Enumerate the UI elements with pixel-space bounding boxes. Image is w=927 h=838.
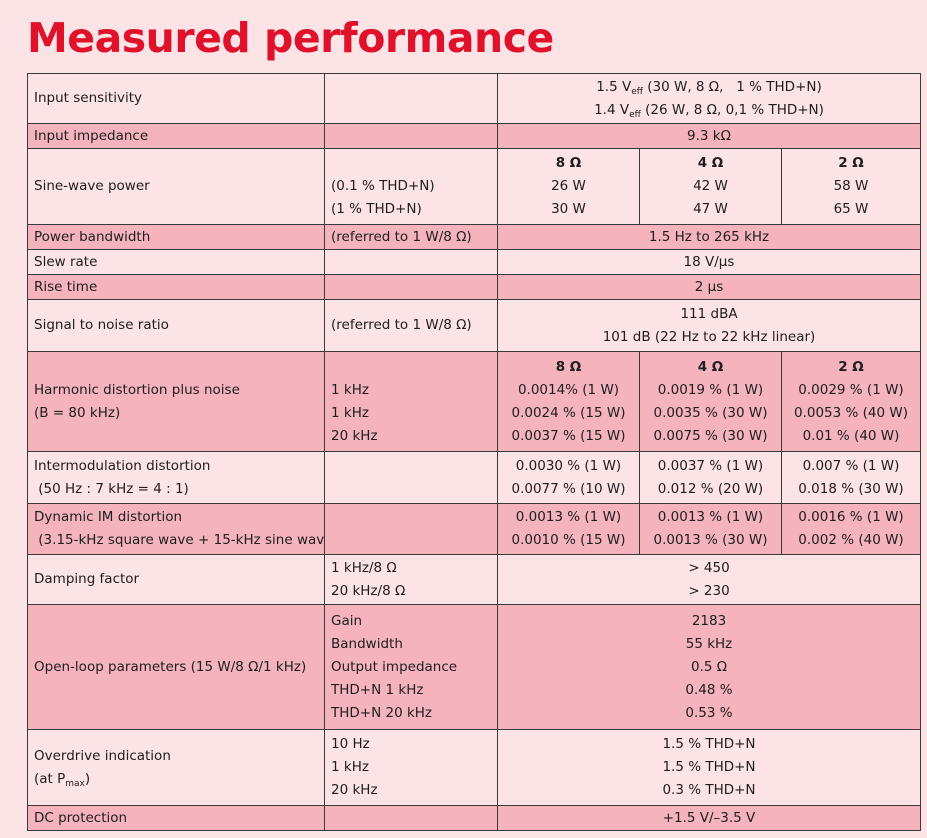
row-label: Power bandwidth bbox=[27, 224, 325, 250]
row-power-bandwidth: Power bandwidth (referred to 1 W/8 Ω) 1.… bbox=[27, 224, 921, 250]
value-8-ohm: 0.0030 % (1 W) 0.0077 % (10 W) bbox=[497, 451, 640, 504]
row-value: 2183 55 kHz 0.5 Ω 0.48 % 0.53 % bbox=[497, 604, 921, 730]
row-value: 2 µs bbox=[497, 274, 921, 300]
row-slew-rate: Slew rate 18 V/µs bbox=[27, 249, 921, 275]
row-label: Intermodulation distortion (50 Hz : 7 kH… bbox=[27, 451, 325, 504]
row-value: 1.5 % THD+N 1.5 % THD+N 0.3 % THD+N bbox=[497, 729, 921, 806]
page-title: Measured performance bbox=[27, 14, 554, 62]
row-label: Rise time bbox=[27, 274, 325, 300]
row-label: Slew rate bbox=[27, 249, 325, 275]
value-2-ohm: 0.0016 % (1 W) 0.002 % (40 W) bbox=[781, 503, 921, 555]
row-open-loop: Open-loop parameters (15 W/8 Ω/1 kHz) Ga… bbox=[27, 604, 921, 730]
row-input-impedance: Input impedance 9.3 kΩ bbox=[27, 123, 921, 149]
value-4-ohm: 4 Ω 42 W 47 W bbox=[639, 148, 782, 225]
row-conditions: (referred to 1 W/8 Ω) bbox=[324, 224, 498, 250]
row-signal-to-noise: Signal to noise ratio (referred to 1 W/8… bbox=[27, 299, 921, 352]
row-rise-time: Rise time 2 µs bbox=[27, 274, 921, 300]
row-value: 1.5 Hz to 265 kHz bbox=[497, 224, 921, 250]
row-label: Open-loop parameters (15 W/8 Ω/1 kHz) bbox=[27, 604, 325, 730]
row-value: 1.5 Veff (30 W, 8 Ω, 1 % THD+N) 1.4 Veff… bbox=[497, 73, 921, 124]
row-conditions: 1 kHz/8 Ω 20 kHz/8 Ω bbox=[324, 554, 498, 605]
value-8-ohm: 8 Ω 0.0014% (1 W) 0.0024 % (15 W) 0.0037… bbox=[497, 351, 640, 452]
row-intermodulation: Intermodulation distortion (50 Hz : 7 kH… bbox=[27, 451, 921, 504]
value-4-ohm: 4 Ω 0.0019 % (1 W) 0.0035 % (30 W) 0.007… bbox=[639, 351, 782, 452]
row-sine-wave-power: Sine-wave power (0.1 % THD+N) (1 % THD+N… bbox=[27, 148, 921, 225]
row-label: Damping factor bbox=[27, 554, 325, 605]
row-value: 18 V/µs bbox=[497, 249, 921, 275]
row-conditions: (referred to 1 W/8 Ω) bbox=[324, 299, 498, 352]
row-label: DC protection bbox=[27, 805, 325, 831]
row-label: Input sensitivity bbox=[27, 73, 325, 124]
row-value: +1.5 V/–3.5 V bbox=[497, 805, 921, 831]
value-4-ohm: 0.0037 % (1 W) 0.012 % (20 W) bbox=[639, 451, 782, 504]
performance-table: Input sensitivity 1.5 Veff (30 W, 8 Ω, 1… bbox=[27, 73, 921, 831]
value-8-ohm: 0.0013 % (1 W) 0.0010 % (15 W) bbox=[497, 503, 640, 555]
row-overdrive: Overdrive indication (at Pmax) 10 Hz 1 k… bbox=[27, 729, 921, 806]
row-conditions: (0.1 % THD+N) (1 % THD+N) bbox=[324, 148, 498, 225]
row-input-sensitivity: Input sensitivity 1.5 Veff (30 W, 8 Ω, 1… bbox=[27, 73, 921, 124]
row-dynamic-im: Dynamic IM distortion (3.15-kHz square w… bbox=[27, 503, 921, 555]
row-label: Sine-wave power bbox=[27, 148, 325, 225]
row-label: Overdrive indication (at Pmax) bbox=[27, 729, 325, 806]
row-label: Harmonic distortion plus noise (B = 80 k… bbox=[27, 351, 325, 452]
row-label: Dynamic IM distortion (3.15-kHz square w… bbox=[27, 503, 325, 555]
row-conditions: 10 Hz 1 kHz 20 kHz bbox=[324, 729, 498, 806]
value-2-ohm: 0.007 % (1 W) 0.018 % (30 W) bbox=[781, 451, 921, 504]
row-dc-protection: DC protection +1.5 V/–3.5 V bbox=[27, 805, 921, 831]
row-value: 111 dBA 101 dB (22 Hz to 22 kHz linear) bbox=[497, 299, 921, 352]
value-2-ohm: 2 Ω 58 W 65 W bbox=[781, 148, 921, 225]
row-conditions: Gain Bandwidth Output impedance THD+N 1 … bbox=[324, 604, 498, 730]
row-label: Signal to noise ratio bbox=[27, 299, 325, 352]
row-damping-factor: Damping factor 1 kHz/8 Ω 20 kHz/8 Ω > 45… bbox=[27, 554, 921, 605]
row-value: > 450 > 230 bbox=[497, 554, 921, 605]
row-conditions: 1 kHz 1 kHz 20 kHz bbox=[324, 351, 498, 452]
value-2-ohm: 2 Ω 0.0029 % (1 W) 0.0053 % (40 W) 0.01 … bbox=[781, 351, 921, 452]
row-value: 9.3 kΩ bbox=[497, 123, 921, 149]
value-8-ohm: 8 Ω 26 W 30 W bbox=[497, 148, 640, 225]
row-harmonic-distortion: Harmonic distortion plus noise (B = 80 k… bbox=[27, 351, 921, 452]
row-label: Input impedance bbox=[27, 123, 325, 149]
value-4-ohm: 0.0013 % (1 W) 0.0013 % (30 W) bbox=[639, 503, 782, 555]
